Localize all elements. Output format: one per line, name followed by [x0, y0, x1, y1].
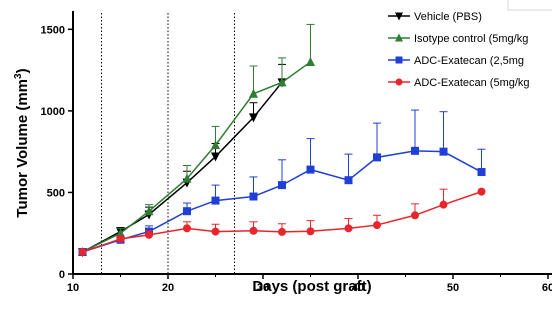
data-point: [183, 224, 191, 233]
data-point: [373, 153, 381, 162]
data-point: [306, 227, 315, 236]
data-point: [211, 227, 220, 236]
data-point: [249, 192, 258, 201]
data-point: [78, 247, 87, 256]
legend: Vehicle (PBS) Isotype control (5mg/kg ADC-…: [388, 11, 530, 89]
data-point: [249, 88, 258, 98]
data-point: [211, 152, 220, 162]
data-point: [411, 211, 419, 220]
y-axis-title-superscript: 3: [13, 73, 24, 79]
data-point: [344, 224, 353, 233]
series-4: [78, 187, 486, 256]
data-point: [278, 227, 286, 236]
data-point: [249, 113, 258, 123]
data-point: [477, 187, 486, 196]
legend-item: ADC-Exatecan (5mg/kg: [388, 77, 530, 89]
data-point: [144, 206, 154, 216]
x-axis-title: Days (post graft): [252, 278, 371, 295]
data-point: [116, 228, 125, 238]
data-point: [439, 200, 448, 209]
series-line: [82, 81, 283, 253]
legend-item: Vehicle (PBS): [388, 11, 482, 23]
legend-item: ADC-Exatecan (2,5mg: [388, 55, 524, 67]
y-axis-title-main: Tumor Volume (mm: [14, 79, 31, 218]
y-axis-title: Tumor Volume (mm3): [13, 68, 31, 217]
legend-label: Isotype control (5mg/kg: [414, 33, 528, 45]
x-tick-label: 20: [162, 282, 174, 294]
legend-label: ADC-Exatecan (2,5mg: [414, 55, 524, 67]
y-tick-label: 500: [47, 187, 65, 199]
x-tick-label: 60: [542, 282, 552, 294]
data-point: [306, 56, 315, 66]
y-tick-label: 1000: [41, 106, 65, 118]
data-point: [373, 221, 381, 230]
series-layer: [78, 23, 486, 257]
data-point: [183, 207, 191, 216]
data-point: [278, 181, 286, 190]
data-point: [477, 168, 486, 177]
x-tick-label: 10: [67, 282, 79, 294]
y-tick-label: 1500: [41, 24, 65, 36]
series-2: [78, 23, 315, 256]
x-tick-label: 50: [447, 282, 459, 294]
data-point: [249, 226, 258, 235]
legend-item: Isotype control (5mg/kg: [388, 33, 528, 45]
legend-label: ADC-Exatecan (5mg/kg: [414, 77, 530, 89]
legend-swatch-marker: [395, 56, 403, 64]
legend-label: Vehicle (PBS): [414, 11, 482, 23]
data-point: [306, 165, 315, 174]
x-tick-label: 40: [352, 282, 364, 294]
series-line: [82, 61, 311, 253]
legend-swatch-marker: [395, 78, 403, 86]
data-point: [439, 147, 448, 156]
data-point: [344, 176, 353, 185]
legend-swatch-marker: [395, 12, 403, 21]
top-right-box: [507, 0, 552, 11]
legend-swatch-marker: [395, 33, 403, 42]
data-point: [211, 196, 220, 205]
series-line: [82, 190, 482, 253]
data-point: [411, 146, 419, 155]
data-point: [145, 230, 153, 239]
data-point: [182, 173, 192, 183]
x-tick-label: 30: [257, 282, 269, 294]
axes: 10 20 30 40 50 60 0 500 1000 1500: [41, 11, 552, 294]
y-tick-label: 0: [59, 269, 65, 281]
data-point: [277, 77, 287, 87]
y-axis-title-suffix: ): [14, 68, 31, 73]
data-point: [211, 140, 220, 150]
data-point: [116, 234, 125, 243]
